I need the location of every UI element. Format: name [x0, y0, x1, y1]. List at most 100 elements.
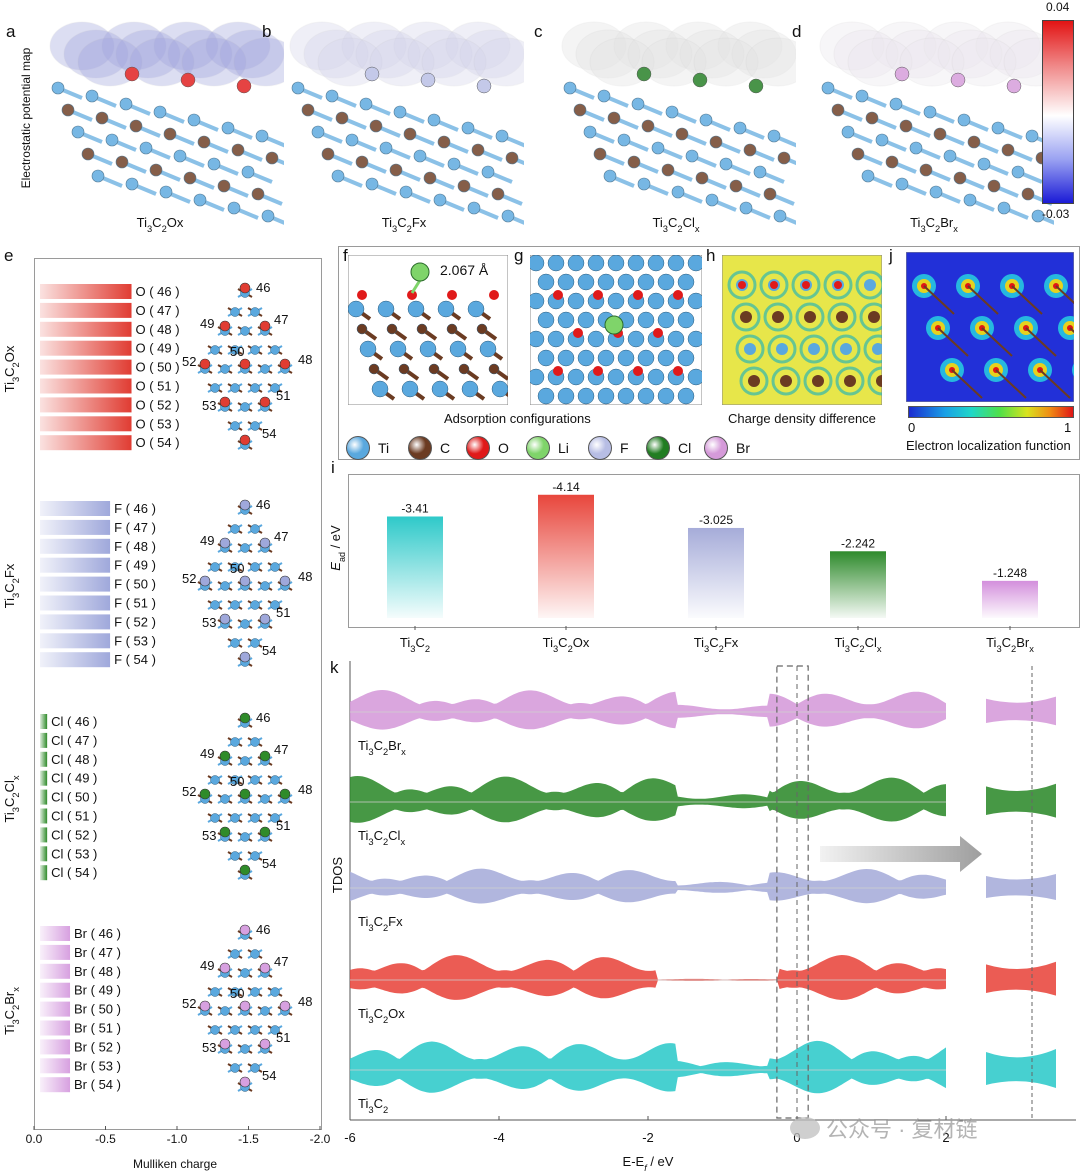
charge-bar: [40, 435, 132, 451]
isosurface-ring: [835, 366, 865, 396]
ti-atom: [657, 273, 675, 291]
atom: [399, 185, 413, 199]
formula-label: Ti3C2Brx: [986, 635, 1034, 654]
ti-atom: [230, 524, 240, 534]
site-label: O ( 50 ): [136, 360, 180, 375]
isosurface: [923, 21, 989, 71]
site-label: F ( 47 ): [114, 520, 156, 535]
group-label: Ti3C2Clx: [2, 775, 21, 822]
dos-area: [350, 690, 946, 730]
ti-atom: [677, 311, 695, 329]
atom: [291, 81, 305, 95]
isosurface-ring: [731, 302, 761, 332]
ti-atom: [270, 775, 280, 785]
atom: [1025, 129, 1039, 143]
charge-bar: [40, 1020, 71, 1036]
site-number: 54: [262, 856, 276, 871]
atom: [821, 81, 835, 95]
isosurface-ring: [763, 302, 793, 332]
atom: [446, 323, 458, 335]
surface-atom: [239, 788, 251, 800]
atom: [953, 171, 967, 185]
ti-atom: [617, 273, 635, 291]
atom: [261, 209, 275, 223]
panel-h-letter: h: [706, 246, 716, 265]
dos-area: [350, 955, 946, 1000]
atom: [255, 129, 269, 143]
panel-g-letter: g: [514, 246, 524, 265]
site-number: 46: [256, 497, 270, 512]
atom: [739, 201, 753, 215]
atom: [479, 340, 497, 358]
atom: [467, 201, 481, 215]
ti-atom: [537, 349, 555, 367]
site-label: F ( 50 ): [114, 577, 156, 592]
isosurface: [473, 37, 524, 87]
legend-item-f: F: [588, 436, 629, 460]
ti-atom: [240, 543, 250, 553]
site-label: O ( 47 ): [136, 303, 180, 318]
y-axis-label: TDOS: [330, 857, 345, 893]
ti-atom: [230, 638, 240, 648]
atom: [885, 155, 899, 169]
surface-atom: [219, 826, 231, 838]
ti-atom: [530, 292, 545, 310]
bond: [995, 369, 1027, 399]
atom: [231, 143, 245, 157]
atom: [861, 169, 875, 183]
ti-atom: [250, 987, 260, 997]
isosurface-ring: [799, 334, 829, 364]
wechat-icon: [790, 1117, 820, 1139]
legend-label: C: [440, 440, 451, 456]
ti-atom: [230, 775, 240, 785]
panel-g-image: [530, 255, 702, 405]
surface-atom: [199, 788, 211, 800]
ti-atom: [210, 1025, 220, 1035]
ti-atom: [250, 949, 260, 959]
ti-atom: [210, 987, 220, 997]
o-atom: [593, 366, 603, 376]
dos-inset-area: [986, 874, 1056, 900]
charge-bar: [40, 827, 48, 843]
atom: [563, 81, 577, 95]
site-number: 47: [274, 312, 288, 327]
surface-atom: [239, 282, 251, 294]
ti-atom: [577, 387, 595, 405]
atom: [476, 323, 488, 335]
site-number: 49: [200, 533, 214, 548]
surface-atom: [236, 78, 252, 94]
atom: [864, 279, 876, 291]
atom: [987, 179, 1001, 193]
atom: [115, 155, 129, 169]
atom: [876, 375, 882, 387]
atom: [389, 340, 407, 358]
atom: [227, 201, 241, 215]
atom: [776, 343, 788, 355]
panel-a-label: Ti3C2Ox: [137, 215, 184, 234]
isosurface: [679, 29, 745, 79]
atom: [365, 177, 379, 191]
site-number: 54: [262, 426, 276, 441]
ti-atom: [637, 273, 655, 291]
site-label: F ( 48 ): [114, 539, 156, 554]
surface-atom: [239, 924, 251, 936]
ti-atom: [537, 387, 555, 405]
site-number: 53: [202, 398, 216, 413]
site-number: 48: [298, 352, 312, 367]
atom: [875, 133, 889, 147]
isosurface: [153, 21, 219, 71]
bar: [387, 516, 443, 618]
isosurface: [233, 37, 284, 87]
surface-atom: [279, 575, 291, 587]
atom: [637, 177, 651, 191]
site-number: 54: [262, 643, 276, 658]
surface-atom: [279, 1000, 291, 1012]
site-label: Br ( 46 ): [74, 926, 121, 941]
site-label: F ( 53 ): [114, 633, 156, 648]
atom: [895, 177, 909, 191]
x-tick-label: -2.0: [310, 1132, 331, 1146]
ti-atom: [557, 387, 575, 405]
atom: [603, 169, 617, 183]
atom: [671, 185, 685, 199]
atom: [573, 103, 587, 117]
